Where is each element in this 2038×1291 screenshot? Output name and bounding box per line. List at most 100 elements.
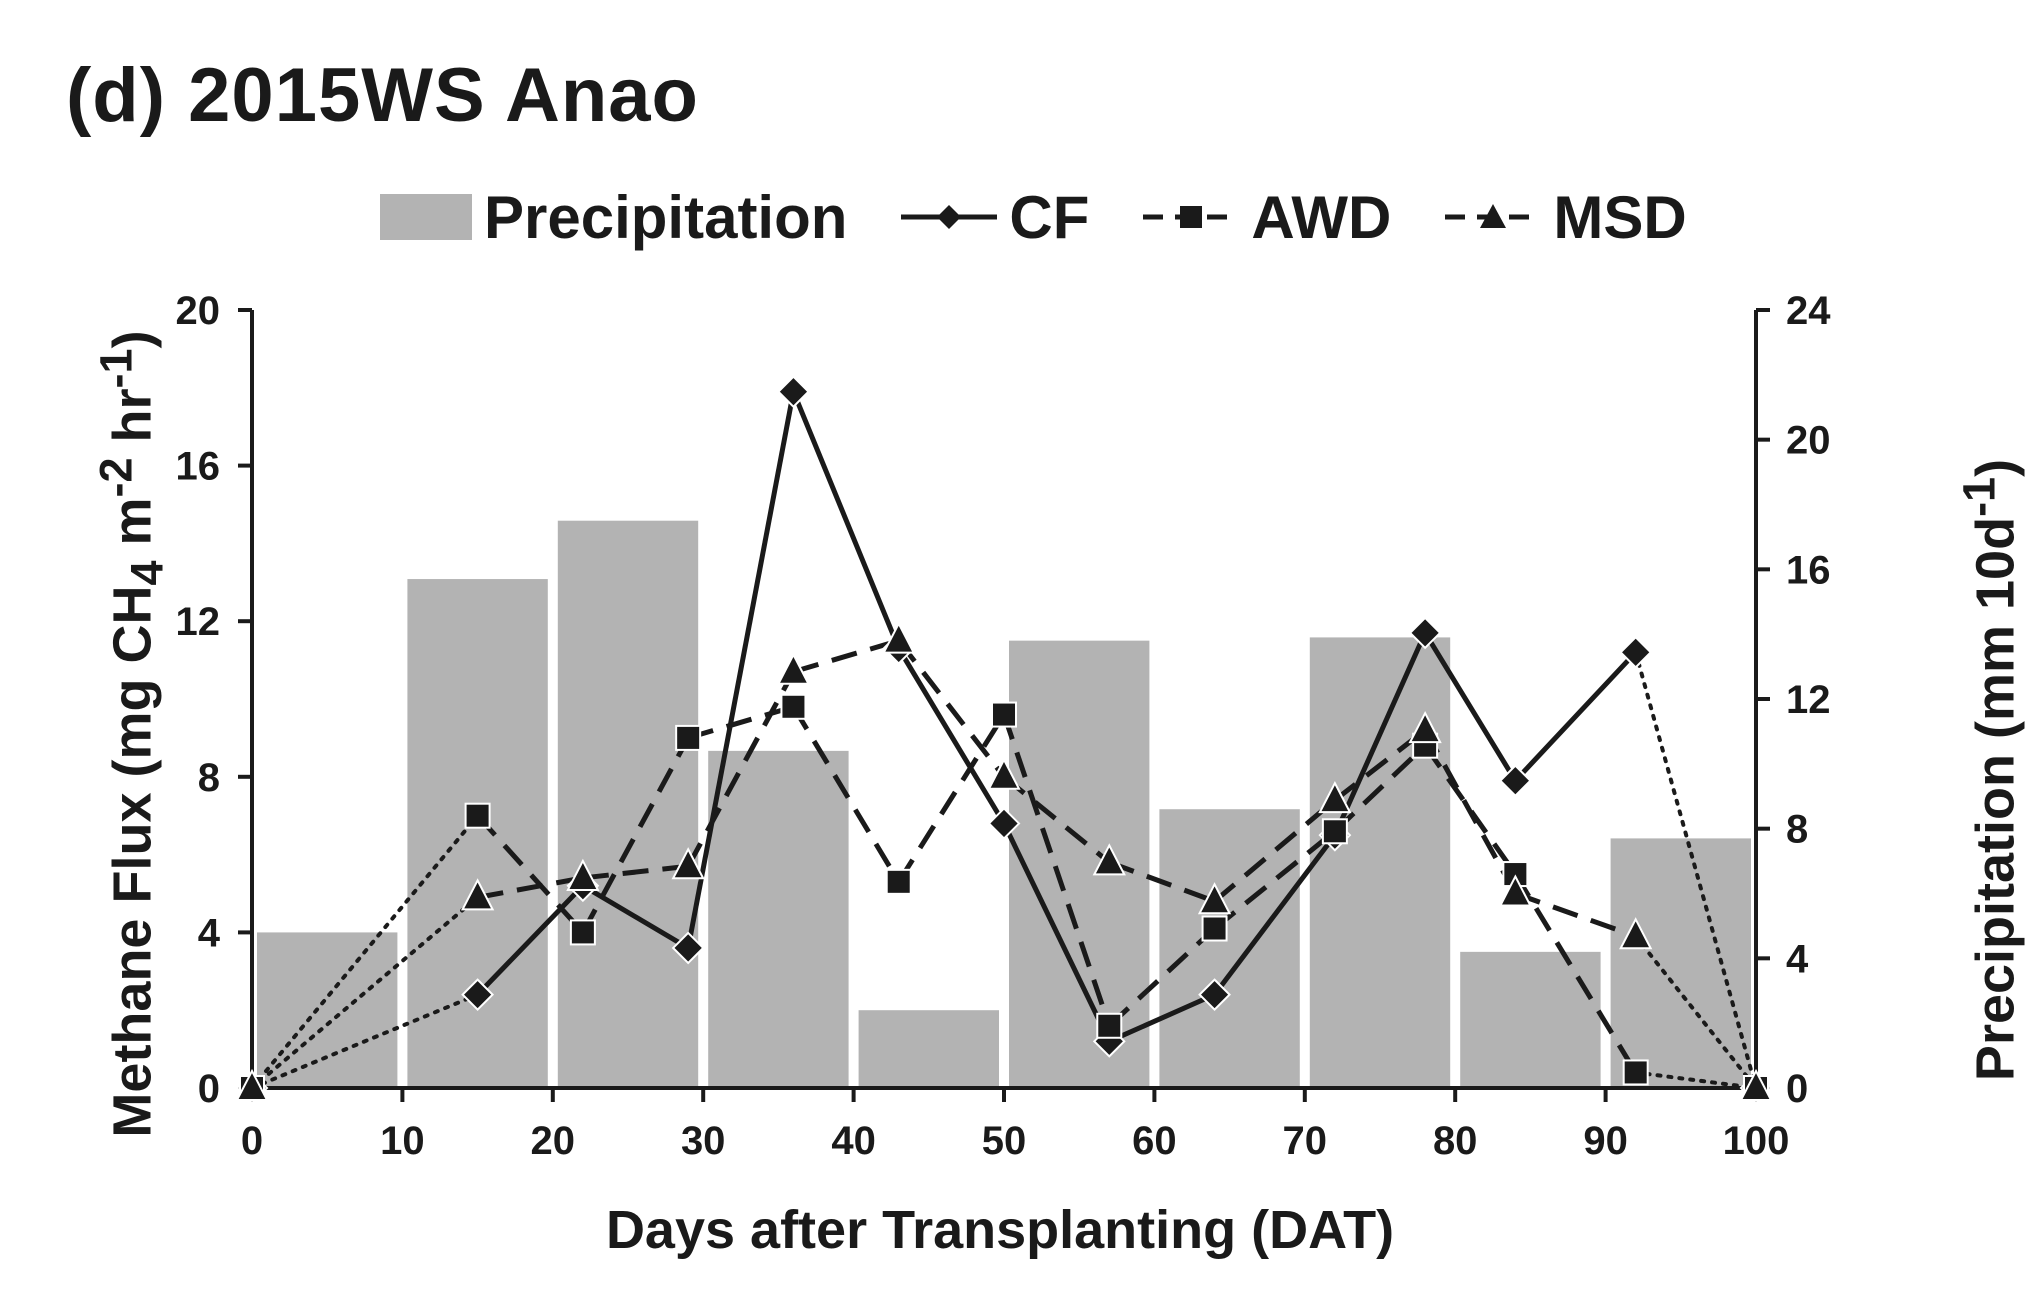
y-left-tick-label-8: 8 <box>198 756 220 800</box>
series-msd-point-1 <box>460 878 495 911</box>
series-msd-segment-10 <box>1422 728 1518 895</box>
chart-title: (d) 2015WS Anao <box>66 53 699 138</box>
precipitation-bar-1 <box>407 579 548 1088</box>
x-tick-label-100: 100 <box>1723 1119 1790 1163</box>
series-msd-segment-4 <box>792 638 900 675</box>
y-axis-right-label: Precipitation (mm 10d-1) <box>1953 458 2026 1082</box>
series-awd-segment-4 <box>791 705 901 884</box>
series-awd-segment-10 <box>1423 744 1518 876</box>
series-msd-segment-12 <box>1633 934 1758 1090</box>
series-msd-point-7 <box>1092 843 1126 876</box>
legend-item-msd: MSD <box>1443 183 1687 252</box>
series-cf-segment-6 <box>1001 822 1112 1043</box>
y-left-tick-label-0: 0 <box>198 1067 220 1111</box>
x-tick-label-40: 40 <box>831 1119 876 1163</box>
legend-swatch-precipitation <box>380 194 472 240</box>
x-tick-label-0: 0 <box>241 1119 263 1163</box>
series-awd-segment-7 <box>1107 926 1217 1028</box>
series-awd-segment-3 <box>687 704 795 741</box>
series-awd-segment-6 <box>1001 713 1112 1027</box>
legend-item-cf: CF <box>899 183 1089 252</box>
series-awd-segment-5 <box>896 713 1007 884</box>
series-cf-segment-1 <box>475 883 585 997</box>
legend-item-awd: AWD <box>1141 183 1391 252</box>
legend-item-precipitation: Precipitation <box>380 183 847 252</box>
legend-marker-cf <box>901 205 998 229</box>
series-msd-segment-7 <box>1108 860 1216 904</box>
series-msd-point-5 <box>882 621 916 654</box>
series-cf-point-12 <box>1619 635 1653 669</box>
x-tick-label-30: 30 <box>681 1119 726 1163</box>
series-msd-segment-8 <box>1212 798 1337 904</box>
series-msd-point-12 <box>1619 917 1653 950</box>
y-right-tick-label-0: 0 <box>1786 1067 1808 1111</box>
series-cf-point-4 <box>777 375 810 409</box>
series-cf-segment-4 <box>791 390 902 650</box>
series-cf-segment-7 <box>1108 992 1216 1044</box>
y-axis-left-label: Methane Flux (mg CH4 m-2 hr-1) <box>90 330 173 1138</box>
y-left-tick-label-4: 4 <box>198 911 221 955</box>
legend-label-precipitation: Precipitation <box>484 183 848 251</box>
precipitation-bar-4 <box>858 1010 999 1088</box>
series-awd-segment-8 <box>1212 829 1337 931</box>
series-msd-segment-5 <box>896 639 1006 779</box>
series-msd-point-6 <box>987 757 1021 790</box>
series-awd-segment-9 <box>1333 743 1427 834</box>
series-cf-point-6 <box>987 807 1021 840</box>
series-awd-segment-0 <box>250 813 480 1090</box>
series-cf-segment-12 <box>1633 650 1758 1090</box>
series-cf-segment-11 <box>1513 650 1638 783</box>
series-awd-point-4 <box>780 693 807 720</box>
x-axis-label: Days after Transplanting (DAT) <box>605 1200 1395 1260</box>
precipitation-bar-0 <box>257 932 398 1088</box>
legend-marker-msd <box>1445 204 1542 228</box>
series-msd-point-13 <box>1739 1068 1773 1101</box>
legend-marker-awd <box>1143 206 1240 228</box>
precipitation-bar-6 <box>1159 809 1300 1088</box>
series-msd-point-8 <box>1197 882 1232 915</box>
series-msd-point-2 <box>566 858 600 891</box>
series-cf-segment-8 <box>1212 833 1337 997</box>
y-right-tick-label-20: 20 <box>1786 419 1831 463</box>
x-tick-label-70: 70 <box>1283 1119 1328 1163</box>
series-msd-segment-1 <box>477 875 584 900</box>
series-msd-segment-11 <box>1514 891 1637 939</box>
series-awd-point-1 <box>464 802 491 829</box>
y-left-tick-label-16: 16 <box>176 445 221 489</box>
series-msd-segment-2 <box>582 863 689 881</box>
precipitation-bar-9 <box>1610 838 1751 1088</box>
series-cf-segment-9 <box>1332 631 1428 837</box>
series-cf-segment-0 <box>250 992 480 1090</box>
legend-label-msd: MSD <box>1553 183 1687 251</box>
precipitation-bar-2 <box>557 520 699 1088</box>
series-cf-point-1 <box>461 978 495 1012</box>
series-awd-segment-1 <box>475 814 585 935</box>
series-cf-segment-5 <box>896 647 1007 825</box>
series-awd-point-3 <box>675 724 702 751</box>
series-awd-point-6 <box>991 701 1017 728</box>
precipitation-bar-3 <box>708 750 849 1088</box>
precipitation-bar-7 <box>1309 637 1451 1088</box>
x-tick-label-20: 20 <box>531 1119 576 1163</box>
y-left-tick-label-12: 12 <box>176 600 221 644</box>
series-msd-point-9 <box>1318 780 1352 814</box>
series-msd-point-4 <box>776 652 811 685</box>
y-right-tick-label-8: 8 <box>1786 808 1808 852</box>
series-cf-point-11 <box>1498 764 1532 798</box>
legend-label-awd: AWD <box>1251 183 1392 251</box>
series-awd-point-7 <box>1096 1012 1123 1039</box>
series-msd-segment-6 <box>1002 774 1111 865</box>
series-msd-point-11 <box>1498 874 1533 907</box>
series-msd-point-10 <box>1408 710 1442 744</box>
series-awd-point-12 <box>1622 1059 1649 1086</box>
series-awd-point-2 <box>569 919 596 946</box>
x-tick-label-60: 60 <box>1132 1119 1177 1163</box>
series-awd-point-8 <box>1201 915 1228 942</box>
y-right-tick-label-12: 12 <box>1786 678 1831 722</box>
x-tick-label-90: 90 <box>1583 1119 1628 1163</box>
series-cf-point-3 <box>671 931 705 965</box>
series-cf-segment-10 <box>1422 631 1518 782</box>
series-awd-point-5 <box>885 868 912 895</box>
precipitation-bar-5 <box>1009 640 1150 1088</box>
